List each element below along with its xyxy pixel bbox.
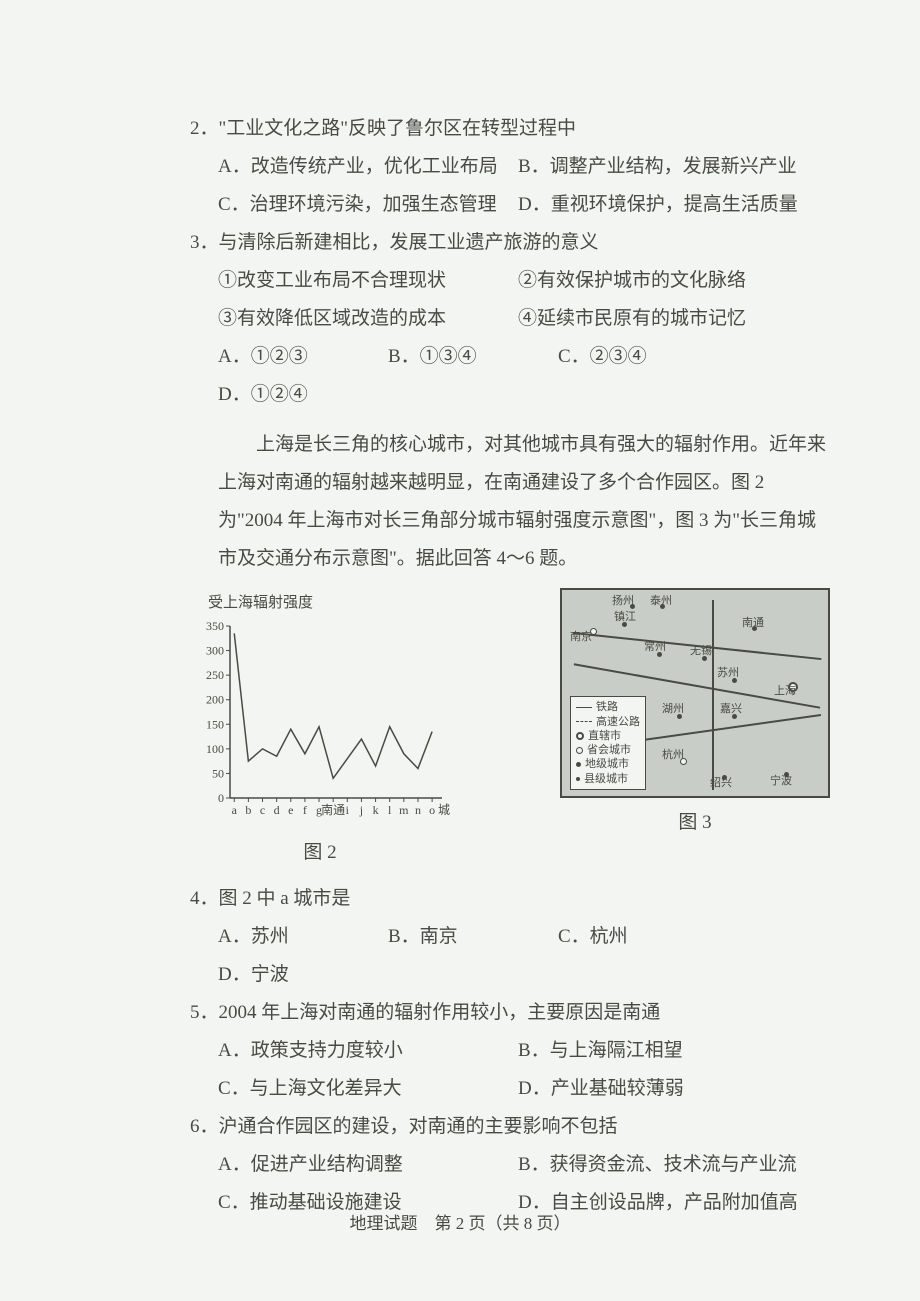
q3-s2: ②有效保护城市的文化脉络 xyxy=(518,262,798,300)
svg-text:d: d xyxy=(274,803,280,817)
q4-opt-c: C．杭州 xyxy=(558,918,708,956)
chart-svg: 050100150200250300350abcdefg南通ijklmno城市 xyxy=(190,618,450,828)
svg-text:300: 300 xyxy=(206,644,224,658)
legend-muni: 直辖市 xyxy=(588,729,621,743)
q3-s1: ①改变工业布局不合理现状 xyxy=(218,262,498,300)
q3-opt-c: C．②③④ xyxy=(558,338,708,376)
q6-opt-b: B．获得资金流、技术流与产业流 xyxy=(518,1146,798,1184)
q3-options: A．①②③ B．①③④ C．②③④ D．①②④ xyxy=(218,338,830,414)
q5-stem: 5．2004 年上海对南通的辐射作用较小，主要原因是南通 xyxy=(190,994,830,1032)
city-wuxi: 无锡 xyxy=(690,646,712,657)
svg-text:350: 350 xyxy=(206,619,224,633)
svg-text:a: a xyxy=(232,803,238,817)
svg-text:0: 0 xyxy=(218,791,224,805)
svg-text:k: k xyxy=(373,803,379,817)
city-suzhou: 苏州 xyxy=(717,668,739,679)
legend-county: 县级城市 xyxy=(584,772,628,786)
city-nanjing: 南京 xyxy=(570,632,592,643)
svg-text:m: m xyxy=(399,803,409,817)
legend-highway: 高速公路 xyxy=(596,715,640,729)
q4-options: A．苏州 B．南京 C．杭州 D．宁波 xyxy=(218,918,830,994)
svg-text:b: b xyxy=(245,803,251,817)
q3-statements: ①改变工业布局不合理现状 ②有效保护城市的文化脉络 ③有效降低区域改造的成本 ④… xyxy=(218,262,830,338)
map: 扬州 泰州 南京 镇江 南通 常州 无锡 苏州 上海 湖州 xyxy=(560,588,830,798)
q5-opt-d: D．产业基础较薄弱 xyxy=(518,1070,798,1108)
q6-stem: 6．沪通合作园区的建设，对南通的主要影响不包括 xyxy=(190,1108,830,1146)
q2-opt-c: C．治理环境污染，加强生态管理 xyxy=(218,186,498,224)
q3-s4: ④延续市民原有的城市记忆 xyxy=(518,300,798,338)
exam-page: 2．"工业文化之路"反映了鲁尔区在转型过程中 A．改造传统产业，优化工业布局 B… xyxy=(0,0,920,1301)
q2-opt-d: D．重视环境保护，提高生活质量 xyxy=(518,186,798,224)
city-shaoxing: 绍兴 xyxy=(710,778,732,789)
legend-rail: 铁路 xyxy=(596,700,618,714)
city-huzhou: 湖州 xyxy=(662,704,684,715)
q2-opt-a: A．改造传统产业，优化工业布局 xyxy=(218,148,498,186)
svg-text:100: 100 xyxy=(206,742,224,756)
q4-stem: 4．图 2 中 a 城市是 xyxy=(190,880,830,918)
svg-text:150: 150 xyxy=(206,717,224,731)
q5-opt-a: A．政策支持力度较小 xyxy=(218,1032,498,1070)
city-hangzhou: 杭州 xyxy=(662,750,684,761)
q5-opt-b: B．与上海隔江相望 xyxy=(518,1032,798,1070)
figure-2: 受上海辐射强度 050100150200250300350abcdefg南通ij… xyxy=(190,588,450,872)
q6-opt-a: A．促进产业结构调整 xyxy=(218,1146,498,1184)
svg-text:城市: 城市 xyxy=(438,802,450,817)
page-footer: 地理试题 第 2 页（共 8 页） xyxy=(0,1207,920,1241)
map-legend: 铁路 高速公路 直辖市 省会城市 地级城市 县级城市 xyxy=(570,696,646,790)
q2-stem: 2．"工业文化之路"反映了鲁尔区在转型过程中 xyxy=(190,110,830,148)
map-line-3 xyxy=(712,600,714,790)
svg-text:n: n xyxy=(415,803,421,817)
city-yangzhou: 扬州 xyxy=(612,596,634,607)
svg-text:o: o xyxy=(429,803,435,817)
fig3-caption: 图 3 xyxy=(560,804,830,842)
city-changzhou: 常州 xyxy=(644,642,666,653)
q4-opt-d: D．宁波 xyxy=(218,956,368,994)
svg-text:c: c xyxy=(260,803,265,817)
fig2-caption: 图 2 xyxy=(190,834,450,872)
legend-provcap: 省会城市 xyxy=(587,743,631,757)
svg-text:l: l xyxy=(388,803,392,817)
q2-opt-b: B．调整产业结构，发展新兴产业 xyxy=(518,148,798,186)
svg-text:50: 50 xyxy=(212,766,224,780)
passage-4-6: 上海是长三角的核心城市，对其他城市具有强大的辐射作用。近年来上海对南通的辐射越来… xyxy=(218,426,830,578)
city-nantong: 南通 xyxy=(742,618,764,629)
svg-text:200: 200 xyxy=(206,693,224,707)
q4-opt-b: B．南京 xyxy=(388,918,538,956)
q4-opt-a: A．苏州 xyxy=(218,918,368,956)
q3-stem: 3．与清除后新建相比，发展工业遗产旅游的意义 xyxy=(190,224,830,262)
q5-opt-c: C．与上海文化差异大 xyxy=(218,1070,498,1108)
svg-text:j: j xyxy=(359,803,363,817)
q3-opt-a: A．①②③ xyxy=(218,338,368,376)
city-jiaxing: 嘉兴 xyxy=(720,704,742,715)
q2-options: A．改造传统产业，优化工业布局 B．调整产业结构，发展新兴产业 C．治理环境污染… xyxy=(218,148,830,224)
q3-s3: ③有效降低区域改造的成本 xyxy=(218,300,498,338)
q5-options: A．政策支持力度较小 B．与上海隔江相望 C．与上海文化差异大 D．产业基础较薄… xyxy=(218,1032,830,1108)
svg-text:e: e xyxy=(288,803,293,817)
figure-3: 扬州 泰州 南京 镇江 南通 常州 无锡 苏州 上海 湖州 xyxy=(560,588,830,872)
line-chart: 050100150200250300350abcdefg南通ijklmno城市 xyxy=(190,618,450,828)
svg-text:250: 250 xyxy=(206,668,224,682)
chart-title: 受上海辐射强度 xyxy=(208,588,450,618)
figures-row: 受上海辐射强度 050100150200250300350abcdefg南通ij… xyxy=(190,588,830,872)
svg-text:南通: 南通 xyxy=(321,802,345,817)
q3-opt-b: B．①③④ xyxy=(388,338,538,376)
city-zhenjiang: 镇江 xyxy=(614,612,636,623)
legend-pref: 地级城市 xyxy=(585,757,629,771)
svg-text:f: f xyxy=(303,803,307,817)
q3-opt-d: D．①②④ xyxy=(218,376,368,414)
city-shanghai: 上海 xyxy=(774,686,796,697)
svg-text:i: i xyxy=(346,803,350,817)
city-taizhou: 泰州 xyxy=(650,596,672,607)
city-ningbo: 宁波 xyxy=(770,776,792,787)
